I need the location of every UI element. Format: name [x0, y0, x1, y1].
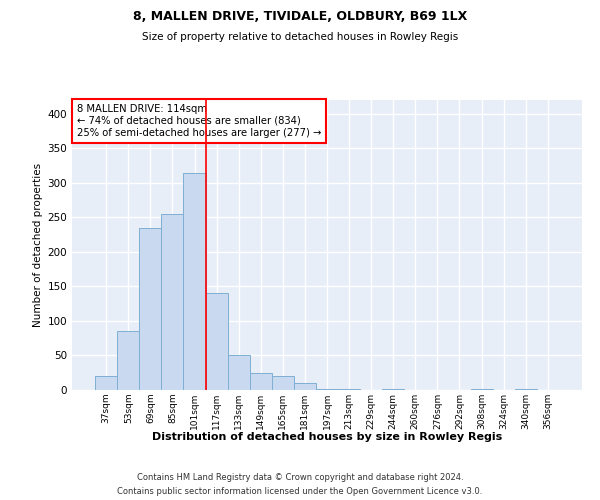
Bar	[206, 294, 227, 390]
Bar	[272, 376, 294, 390]
Bar	[470, 388, 493, 390]
Bar	[184, 172, 206, 390]
Bar	[515, 388, 537, 390]
Bar	[95, 376, 117, 390]
Text: Distribution of detached houses by size in Rowley Regis: Distribution of detached houses by size …	[152, 432, 502, 442]
Text: Contains public sector information licensed under the Open Government Licence v3: Contains public sector information licen…	[118, 488, 482, 496]
Bar	[227, 356, 250, 390]
Bar	[117, 332, 139, 390]
Bar	[250, 372, 272, 390]
Bar	[161, 214, 184, 390]
Bar	[316, 388, 338, 390]
Text: 8, MALLEN DRIVE, TIVIDALE, OLDBURY, B69 1LX: 8, MALLEN DRIVE, TIVIDALE, OLDBURY, B69 …	[133, 10, 467, 23]
Text: Size of property relative to detached houses in Rowley Regis: Size of property relative to detached ho…	[142, 32, 458, 42]
Text: Contains HM Land Registry data © Crown copyright and database right 2024.: Contains HM Land Registry data © Crown c…	[137, 472, 463, 482]
Y-axis label: Number of detached properties: Number of detached properties	[33, 163, 43, 327]
Text: 8 MALLEN DRIVE: 114sqm
← 74% of detached houses are smaller (834)
25% of semi-de: 8 MALLEN DRIVE: 114sqm ← 74% of detached…	[77, 104, 322, 138]
Bar	[382, 388, 404, 390]
Bar	[338, 388, 360, 390]
Bar	[294, 383, 316, 390]
Bar	[139, 228, 161, 390]
